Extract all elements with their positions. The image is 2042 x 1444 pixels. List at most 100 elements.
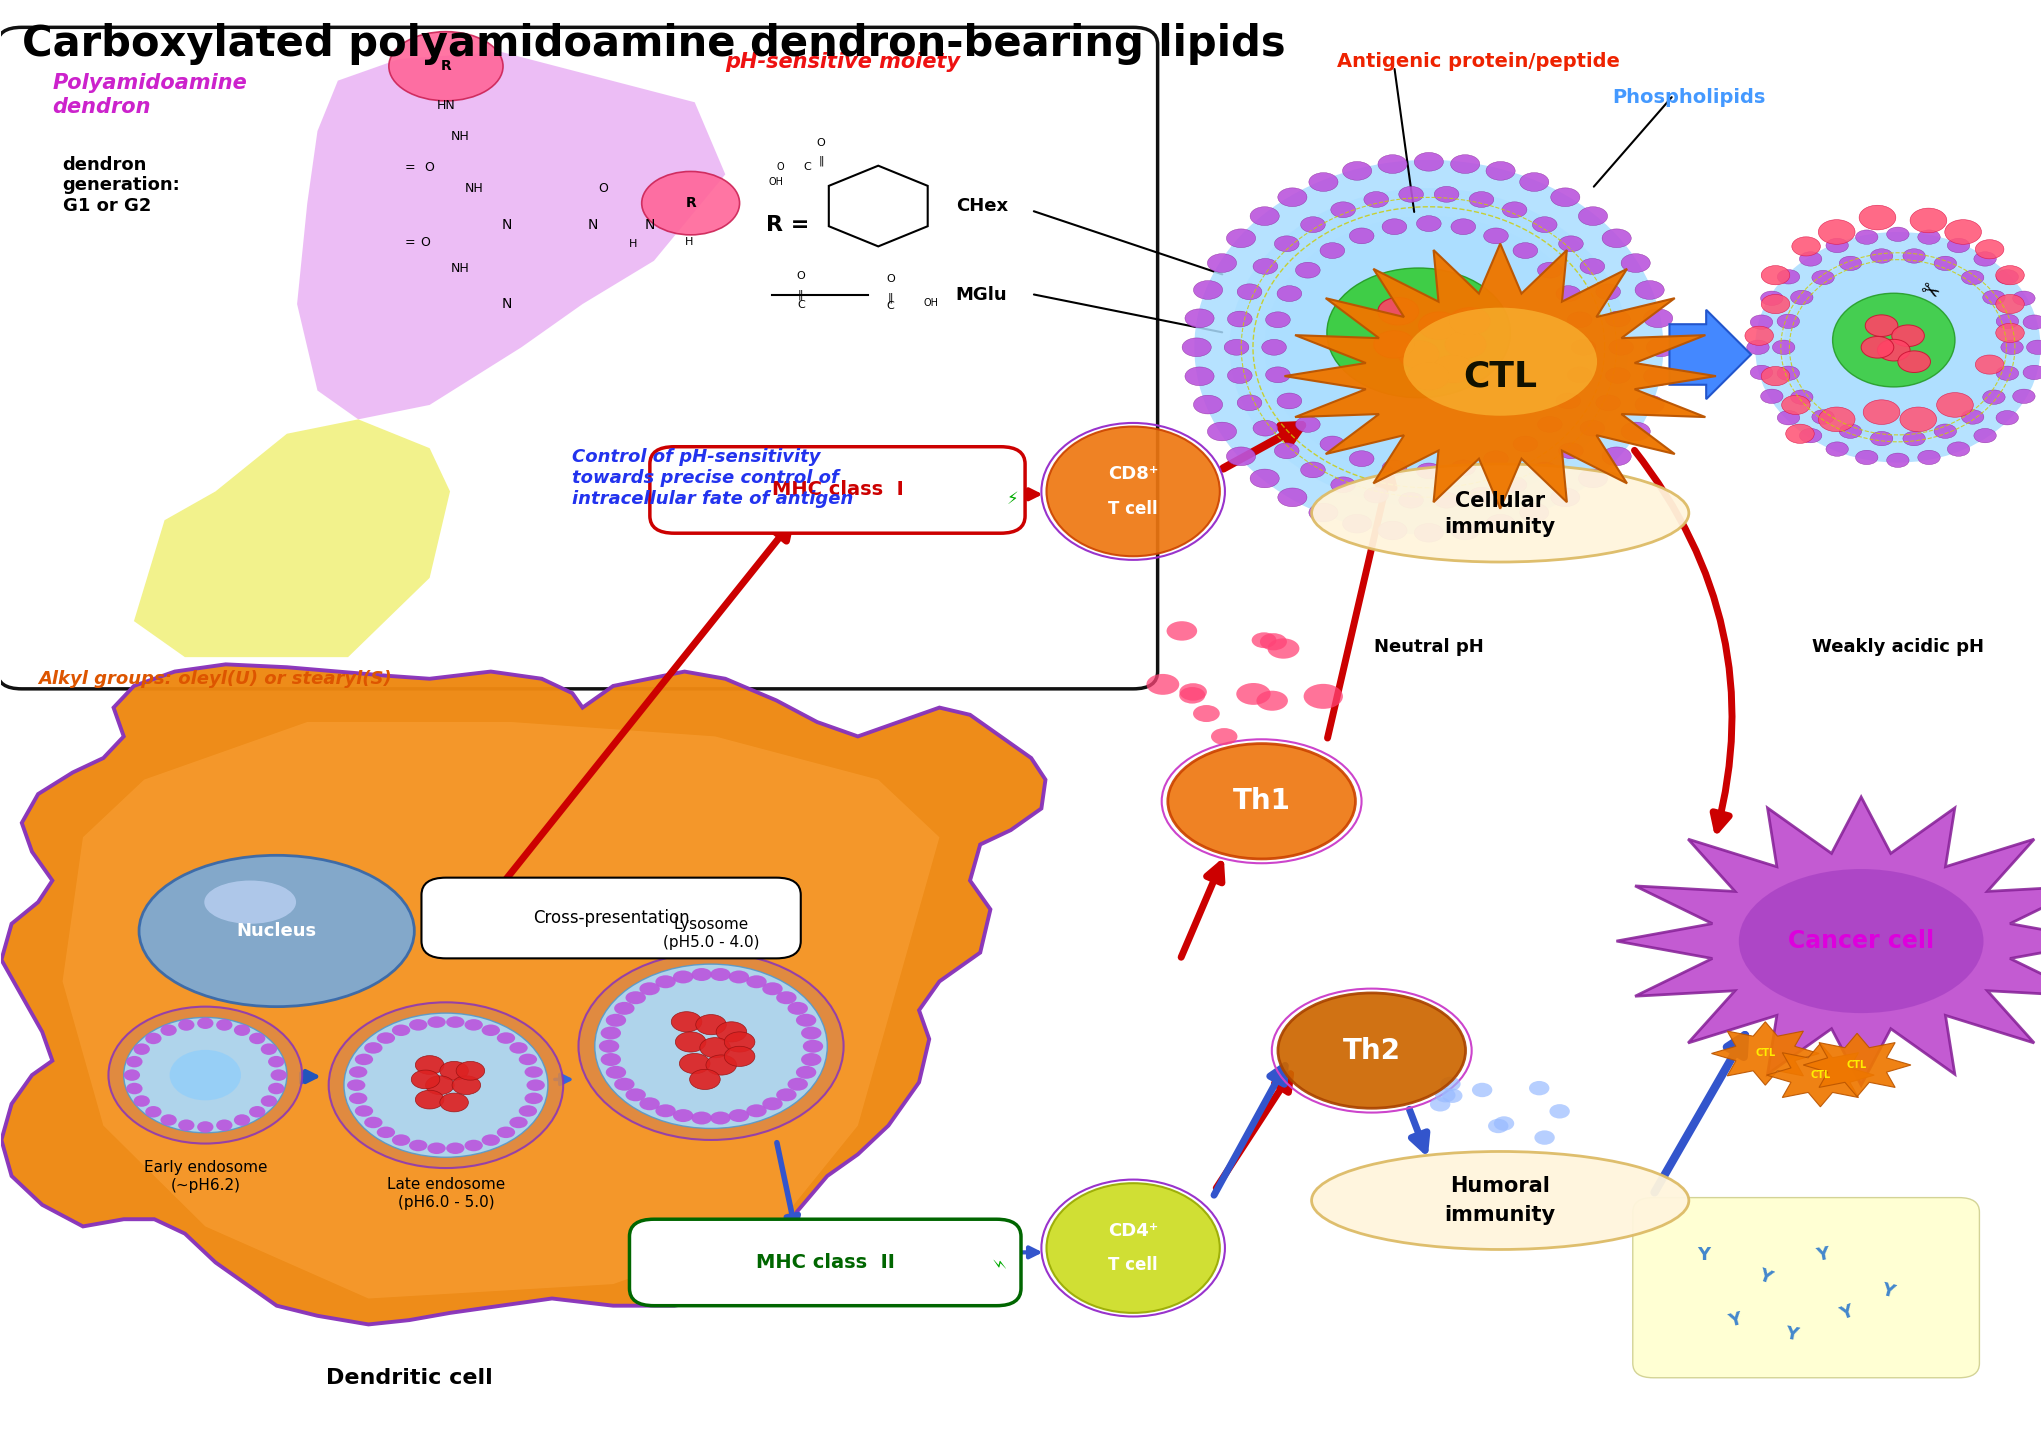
Ellipse shape [1193,280,1223,299]
Ellipse shape [1877,339,1909,361]
Text: R: R [441,59,451,74]
Ellipse shape [1860,336,1893,358]
Ellipse shape [427,1017,445,1028]
Ellipse shape [261,1044,278,1056]
Ellipse shape [1146,674,1180,695]
Ellipse shape [1995,295,2024,313]
Ellipse shape [108,1006,302,1144]
Ellipse shape [1262,339,1286,355]
Text: N: N [645,218,655,232]
Ellipse shape [1382,219,1407,235]
Ellipse shape [125,1018,286,1132]
Text: HN: HN [437,98,455,111]
Ellipse shape [1887,453,1909,468]
Text: Humoral: Humoral [1450,1175,1550,1196]
Ellipse shape [1429,1097,1450,1112]
Ellipse shape [1250,206,1278,225]
Ellipse shape [198,1121,214,1132]
Ellipse shape [1781,396,1809,414]
Ellipse shape [1621,254,1650,273]
FancyBboxPatch shape [0,27,1158,689]
Text: Weakly acidic pH: Weakly acidic pH [1811,638,1985,657]
Ellipse shape [1446,331,1487,358]
Ellipse shape [1605,368,1630,384]
Ellipse shape [776,1089,796,1102]
Ellipse shape [1350,451,1374,466]
Text: CTL: CTL [1811,1070,1830,1080]
Ellipse shape [729,1109,749,1122]
Text: NH: NH [451,130,470,143]
Ellipse shape [1997,315,2020,328]
Ellipse shape [2026,341,2042,354]
Ellipse shape [1225,339,1250,355]
Ellipse shape [388,32,502,101]
Ellipse shape [139,855,415,1006]
Text: MGlu: MGlu [956,286,1007,305]
Ellipse shape [1311,464,1689,562]
Ellipse shape [1568,367,1593,383]
Ellipse shape [1556,393,1581,409]
Polygon shape [2,664,1046,1324]
Text: ‖: ‖ [798,290,803,300]
Ellipse shape [1746,341,1768,354]
Ellipse shape [1364,487,1389,503]
Ellipse shape [1817,407,1854,432]
Ellipse shape [1301,217,1325,232]
Text: C: C [886,302,894,310]
Ellipse shape [451,1076,480,1095]
Ellipse shape [1311,1151,1689,1249]
Ellipse shape [1750,315,1772,329]
Text: dendron
generation:
G1 or G2: dendron generation: G1 or G2 [63,156,180,215]
Polygon shape [1803,1034,1911,1096]
Ellipse shape [455,1061,484,1080]
Ellipse shape [1609,339,1634,355]
Ellipse shape [1331,477,1356,492]
Ellipse shape [1826,442,1848,456]
Ellipse shape [415,1056,443,1074]
Ellipse shape [1403,308,1597,416]
Ellipse shape [655,1105,676,1118]
Ellipse shape [392,1024,410,1035]
Ellipse shape [376,1032,394,1044]
Ellipse shape [1274,235,1299,251]
Ellipse shape [1534,1131,1554,1145]
FancyArrow shape [1670,310,1752,399]
Ellipse shape [776,991,796,1004]
Text: Nucleus: Nucleus [237,921,317,940]
Ellipse shape [1442,1089,1462,1103]
Ellipse shape [1399,492,1423,508]
Ellipse shape [1856,230,1879,244]
Text: Cellular: Cellular [1456,491,1546,511]
Ellipse shape [1260,632,1286,650]
Ellipse shape [1903,248,1926,263]
Ellipse shape [349,1093,368,1105]
Ellipse shape [508,1116,527,1128]
Text: Carboxylated polyamidoamine dendron-bearing lipids: Carboxylated polyamidoamine dendron-bear… [22,23,1284,65]
Text: Y: Y [1756,1266,1774,1288]
Ellipse shape [1962,410,1985,425]
Ellipse shape [1399,186,1423,202]
Ellipse shape [1760,292,1783,306]
Ellipse shape [235,1115,251,1126]
Ellipse shape [2013,388,2036,403]
Ellipse shape [1193,396,1223,414]
Ellipse shape [1603,230,1632,247]
Ellipse shape [1538,416,1562,432]
Ellipse shape [1207,254,1237,273]
Text: Phospholipids: Phospholipids [1613,88,1766,107]
FancyBboxPatch shape [1634,1197,1979,1378]
Ellipse shape [1266,367,1291,383]
Ellipse shape [1519,173,1548,192]
Ellipse shape [133,1044,149,1056]
Ellipse shape [788,1077,809,1090]
Ellipse shape [725,1032,756,1053]
Ellipse shape [1934,256,1956,270]
Ellipse shape [1746,326,1772,345]
Text: Y: Y [1879,1281,1897,1301]
Ellipse shape [1180,683,1207,700]
Ellipse shape [1295,416,1321,432]
Ellipse shape [1817,219,1854,244]
Ellipse shape [1274,443,1299,459]
Text: Late endosome
(pH6.0 - 5.0): Late endosome (pH6.0 - 5.0) [386,1177,504,1210]
Ellipse shape [1581,258,1605,274]
